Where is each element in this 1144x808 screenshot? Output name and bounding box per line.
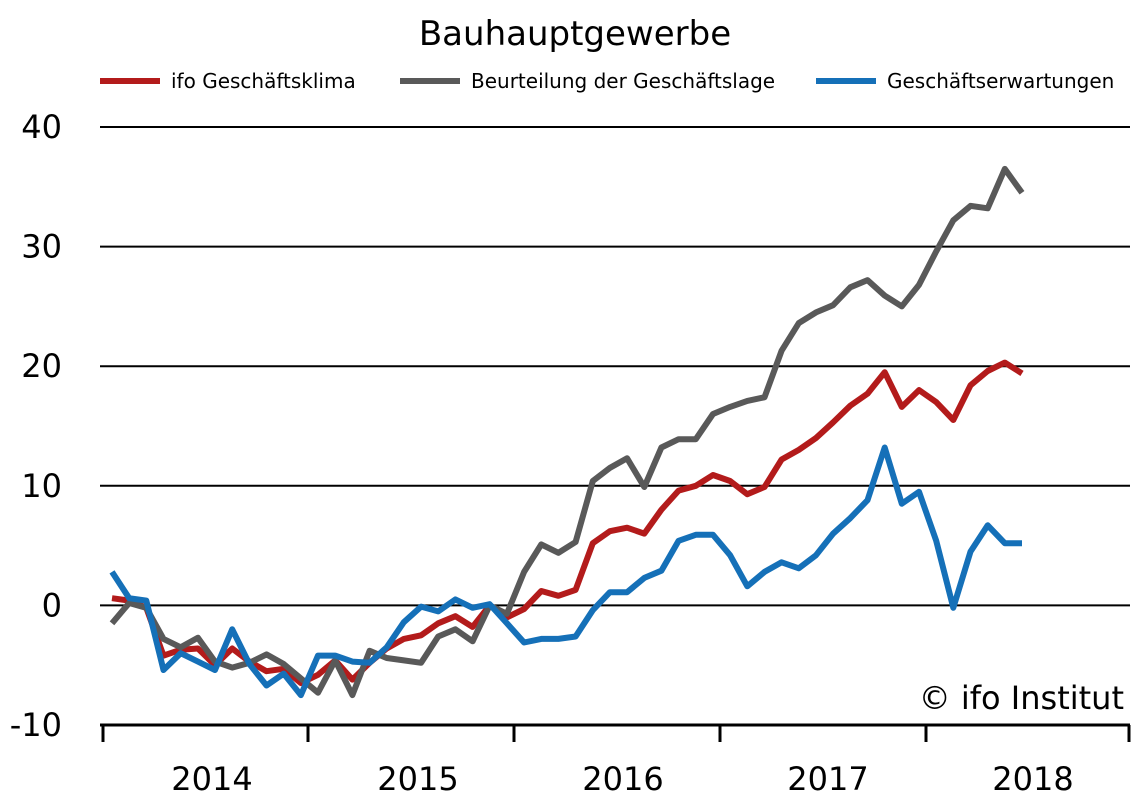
y-tick-label: 30 (21, 228, 62, 266)
legend-label: ifo Geschäftsklima (171, 69, 356, 93)
series-line-3 (109, 444, 1022, 699)
series-lines (109, 165, 1025, 699)
y-tick-label: 20 (21, 347, 62, 385)
legend-label: Beurteilung der Geschäftslage (471, 69, 775, 93)
x-axis: 2014 2015 2016 2017 2018 (100, 723, 1131, 798)
y-tick-label: 10 (21, 467, 62, 505)
y-tick-label: 40 (21, 108, 62, 146)
series-line-2 (109, 165, 1025, 699)
y-axis-ticks: 40 30 20 10 0 -10 (10, 108, 62, 744)
series-line-1 (111, 359, 1024, 687)
y-tick-label: 0 (42, 586, 62, 624)
y-tick-label: -10 (10, 706, 62, 744)
x-tick-label: 2015 (377, 760, 458, 798)
x-tick-label: 2018 (992, 760, 1073, 798)
legend: ifo Geschäftsklima Beurteilung der Geschä… (100, 69, 1114, 93)
gridlines (100, 126, 1130, 726)
x-tick-label: 2014 (171, 760, 252, 798)
x-tick-label: 2017 (787, 760, 868, 798)
x-tick-label: 2016 (582, 760, 663, 798)
legend-label: Geschäftserwartungen (887, 69, 1114, 93)
chart-title: Bauhauptgewerbe (419, 14, 731, 54)
copyright-annotation: © ifo Institut (919, 679, 1124, 717)
